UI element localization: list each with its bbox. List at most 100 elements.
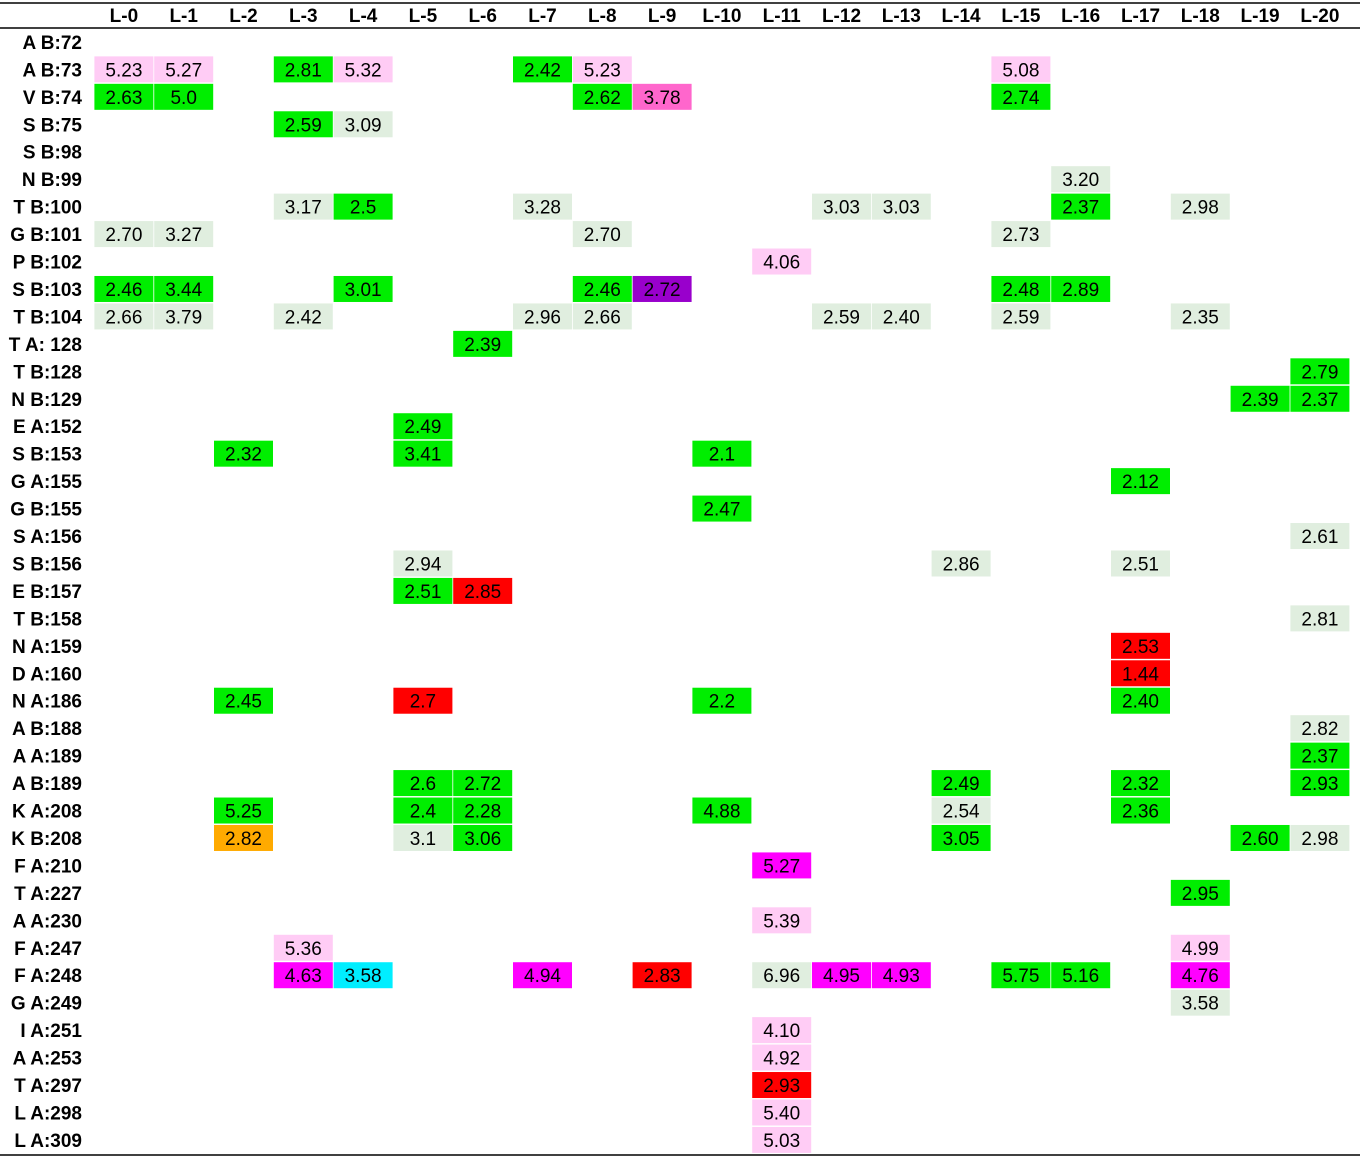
heatmap-cell — [991, 303, 1051, 330]
heatmap-cell-value: 2.7 — [410, 692, 436, 713]
heatmap-cell — [1170, 879, 1230, 906]
heatmap-cell — [453, 824, 513, 851]
row-label: A A:189 — [13, 747, 82, 768]
heatmap-cell — [991, 83, 1051, 110]
row-label: S B:153 — [12, 445, 82, 466]
heatmap-cell — [453, 330, 513, 357]
heatmap-cell — [1051, 193, 1111, 220]
heatmap-cell — [692, 495, 752, 522]
heatmap-cell — [752, 962, 812, 989]
heatmap-cell — [931, 824, 991, 851]
row-label: V B:74 — [23, 88, 83, 109]
heatmap-cell-value: 2.28 — [464, 802, 501, 823]
heatmap-cell — [94, 56, 154, 83]
heatmap-cell-value: 3.20 — [1062, 170, 1099, 191]
heatmap-cell-value: 4.94 — [524, 966, 561, 987]
heatmap-cell-value: 2.72 — [464, 774, 501, 795]
row-label: S B:103 — [12, 280, 82, 301]
heatmap-cell — [692, 687, 752, 714]
heatmap-cell — [393, 770, 453, 797]
heatmap-cell — [991, 962, 1051, 989]
row-label: T B:104 — [13, 307, 82, 328]
heatmap-cell — [1111, 687, 1170, 714]
row-label: G B:155 — [10, 500, 82, 521]
heatmap-cell-value: 2.74 — [1002, 88, 1039, 109]
heatmap-cell-value: 2.70 — [105, 225, 142, 246]
heatmap-cell — [1170, 934, 1230, 961]
heatmap-cell — [333, 56, 393, 83]
heatmap-cell — [1290, 715, 1350, 742]
heatmap-cell-value: 2.37 — [1301, 747, 1338, 768]
heatmap-cell-value: 2.45 — [225, 692, 262, 713]
heatmap-cell — [333, 193, 393, 220]
heatmap-cell — [752, 852, 812, 879]
heatmap-cell — [1111, 468, 1170, 495]
heatmap-cell-value: 1.44 — [1122, 664, 1159, 685]
heatmap-cell — [393, 797, 453, 824]
heatmap-cell-value: 2.6 — [410, 774, 436, 795]
heatmap-cell — [991, 221, 1051, 248]
heatmap-cell-value: 2.40 — [883, 307, 920, 328]
heatmap-cell-value: 2.81 — [285, 60, 322, 81]
heatmap-cell — [154, 221, 214, 248]
heatmap-cell — [1290, 523, 1350, 550]
heatmap-cell-value: 3.05 — [943, 829, 980, 850]
row-label: L A:298 — [14, 1103, 82, 1124]
heatmap-cell — [572, 83, 632, 110]
column-label-l-1: L-1 — [169, 6, 198, 27]
heatmap-cell — [1170, 962, 1230, 989]
heatmap-cell — [632, 83, 692, 110]
heatmap-cell — [1230, 824, 1290, 851]
row-label: L A:309 — [14, 1131, 82, 1152]
heatmap-cell — [1051, 275, 1111, 302]
column-label-l-9: L-9 — [648, 6, 677, 27]
column-labels: L-0 L-1 L-2 L-3 L-4 L-5 L-6 L-7 L-8 L-9 L-10 L-11 L-… — [110, 6, 1340, 27]
heatmap-cell — [812, 193, 871, 220]
heatmap-cell — [812, 962, 871, 989]
heatmap-cell-value: 3.78 — [644, 88, 681, 109]
row-label: A A:253 — [13, 1049, 82, 1070]
column-label-l-3: L-3 — [289, 6, 318, 27]
heatmap-cell — [453, 770, 513, 797]
heatmap-cell — [154, 303, 214, 330]
heatmap-cell — [692, 440, 752, 467]
row-label: A B:188 — [12, 719, 82, 740]
heatmap-cell — [1290, 824, 1350, 851]
heatmap-cell-value: 2.81 — [1301, 609, 1338, 630]
heatmap-cell-value: 2.70 — [584, 225, 621, 246]
heatmap-cell — [1290, 605, 1350, 632]
heatmap-cell — [273, 193, 333, 220]
row-label: E A:152 — [13, 417, 82, 438]
heatmap-cell — [1170, 989, 1230, 1016]
heatmap-cell-value: 2.60 — [1242, 829, 1279, 850]
row-label: T B:158 — [13, 609, 82, 630]
heatmap-cell — [1170, 303, 1230, 330]
heatmap-cell — [572, 303, 632, 330]
column-label-l-13: L-13 — [882, 6, 921, 27]
heatmap-cell-value: 2.39 — [464, 335, 501, 356]
heatmap-cell — [273, 303, 333, 330]
heatmap-cell-value: 2.51 — [404, 582, 441, 603]
heatmap-cell-value: 2.1 — [709, 445, 735, 466]
column-label-l-20: L-20 — [1300, 6, 1339, 27]
heatmap-cell — [1111, 770, 1170, 797]
heatmap-cell-value: 2.62 — [584, 88, 621, 109]
heatmap-cell — [513, 193, 572, 220]
heatmap-cell-value: 4.88 — [703, 802, 740, 823]
heatmap-cell — [94, 275, 154, 302]
heatmap-cell-value: 2.47 — [703, 500, 740, 521]
heatmap-cell — [572, 275, 632, 302]
heatmap-cell — [752, 1044, 812, 1071]
heatmap-cell — [513, 303, 572, 330]
heatmap-cell — [752, 1072, 812, 1099]
heatmap-cell-value: 2.82 — [225, 829, 262, 850]
heatmap-cell — [991, 56, 1051, 83]
heatmap-cell — [1290, 358, 1350, 385]
heatmap-cell — [94, 83, 154, 110]
heatmap-cell-value: 5.75 — [1002, 966, 1039, 987]
column-label-l-0: L-0 — [110, 6, 139, 27]
row-label: F A:247 — [14, 939, 82, 960]
heatmap-cell-value: 2.36 — [1122, 802, 1159, 823]
row-label: A B:73 — [23, 60, 82, 81]
row-label: A B:72 — [23, 33, 82, 54]
